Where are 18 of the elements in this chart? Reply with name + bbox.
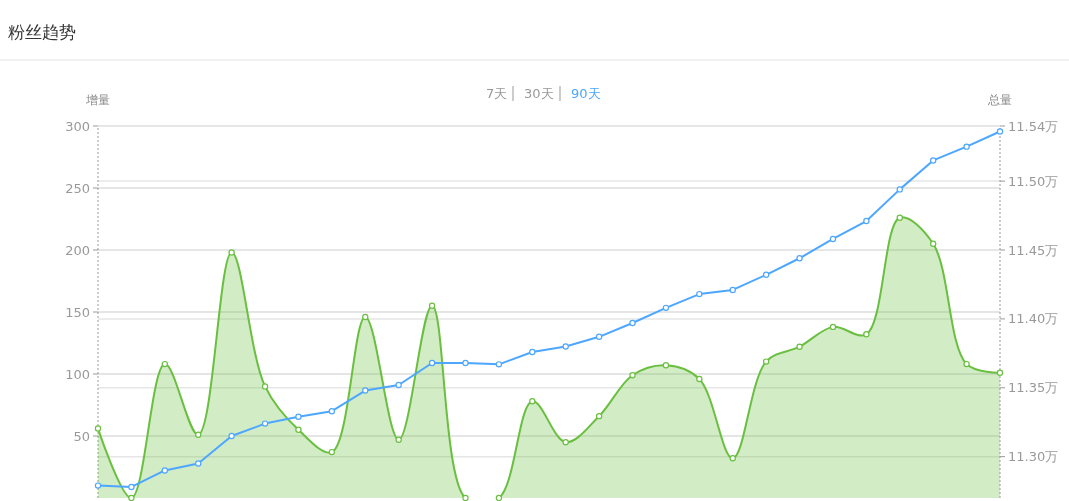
y2-axis-title: 总量 — [987, 93, 1012, 107]
chart-title: 粉丝趋势 — [8, 22, 76, 42]
y-tick-label: 200 — [65, 242, 90, 258]
y-tick-label: 300 — [65, 118, 90, 134]
y-axis-title: 增量 — [85, 93, 110, 107]
y2-tick-label: 11.50万 — [1008, 173, 1059, 189]
y2-tick-label: 11.45万 — [1008, 242, 1059, 258]
y2-tick-label: 11.54万 — [1008, 118, 1059, 134]
text: 90天 — [571, 86, 601, 101]
y2-tick-label: 11.35万 — [1008, 380, 1059, 396]
y-tick-label: 150 — [65, 304, 90, 320]
y-tick-label: 100 — [65, 366, 90, 382]
y2-tick-label: 11.40万 — [1008, 311, 1059, 327]
y-tick-label: 250 — [65, 180, 90, 196]
y-tick-label: 50 — [73, 428, 90, 444]
text: 7天 — [486, 86, 508, 101]
text: 30天 — [524, 86, 554, 101]
y2-tick-label: 11.30万 — [1008, 449, 1059, 465]
